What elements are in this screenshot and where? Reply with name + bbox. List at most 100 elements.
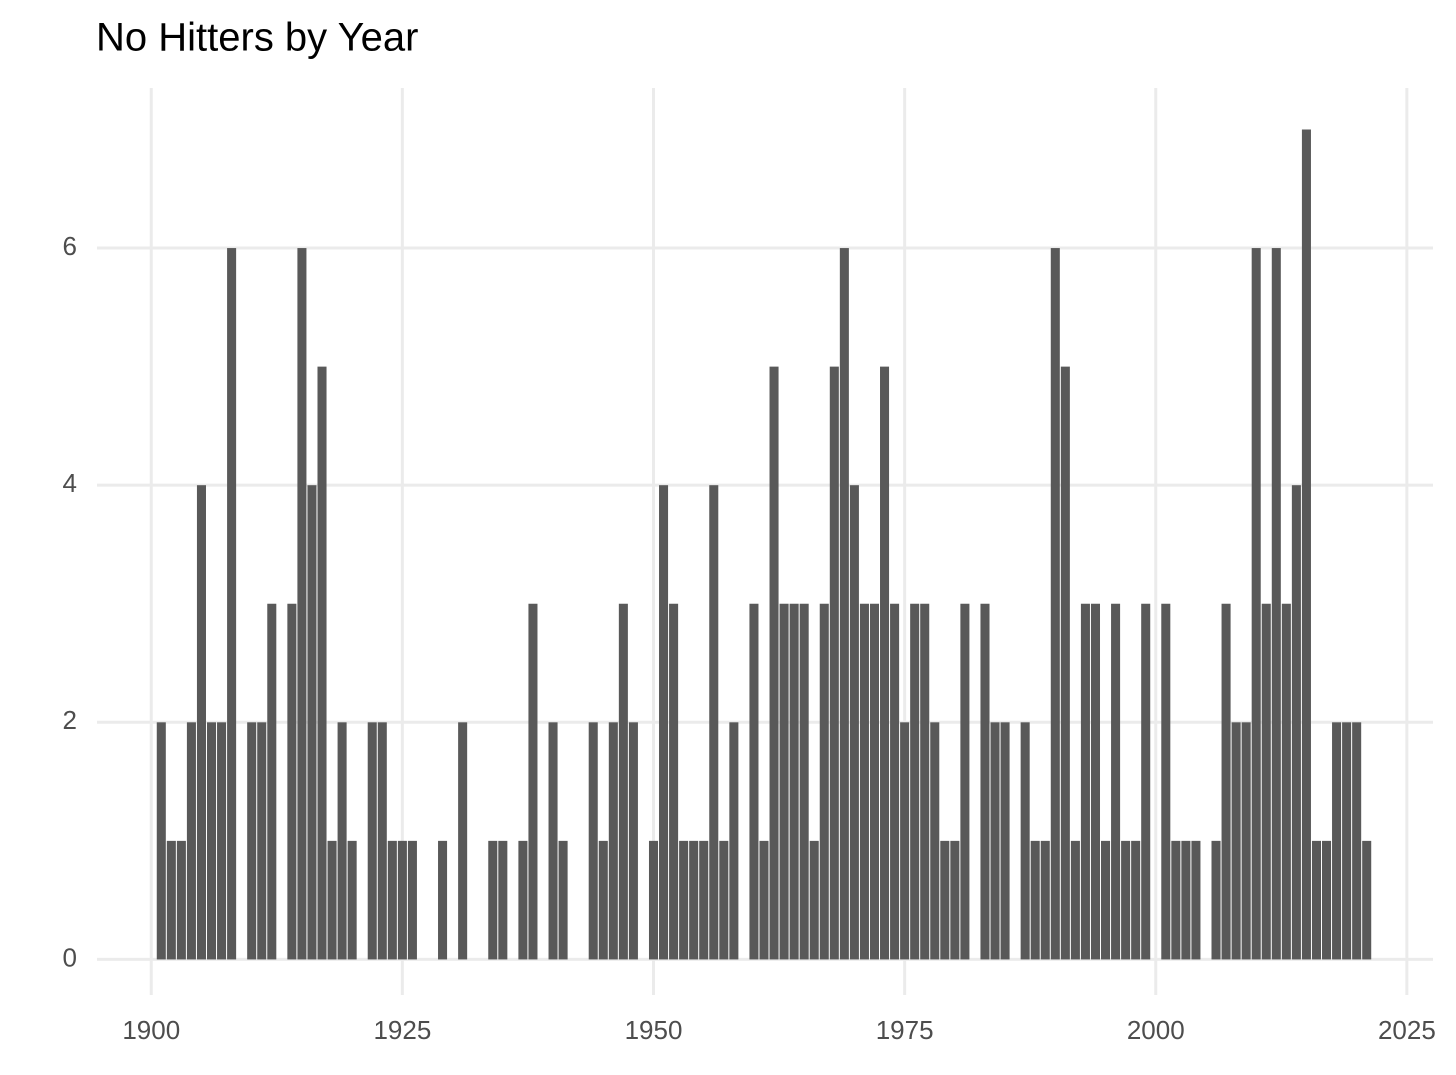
bar	[367, 722, 377, 960]
bar	[910, 603, 920, 960]
bar	[297, 248, 307, 960]
bar	[1362, 840, 1372, 960]
bar	[869, 603, 880, 960]
bar	[1050, 248, 1060, 960]
bar	[387, 840, 397, 960]
bar	[1251, 248, 1261, 960]
x-tick-label: 1975	[876, 1015, 934, 1045]
bar	[1171, 840, 1181, 960]
x-tick-label: 2025	[1378, 1015, 1436, 1045]
bar	[880, 366, 890, 960]
bar	[1261, 603, 1271, 960]
bar	[327, 840, 337, 960]
bar	[849, 485, 859, 960]
bar	[990, 722, 1000, 960]
bar	[488, 840, 498, 960]
bar	[669, 603, 679, 960]
bar	[257, 722, 267, 960]
bar	[186, 722, 196, 960]
x-tick-label: 1925	[373, 1015, 431, 1045]
bar	[347, 840, 357, 960]
bar	[789, 603, 799, 960]
bar	[397, 840, 407, 960]
bar	[1301, 129, 1311, 960]
bar	[1191, 840, 1201, 960]
chart-title: No Hitters by Year	[96, 16, 418, 60]
bar	[1342, 722, 1352, 960]
bar	[950, 840, 960, 960]
bar	[980, 603, 990, 960]
y-tick-label: 6	[63, 231, 77, 261]
bar	[1000, 722, 1010, 960]
bar	[1161, 603, 1171, 960]
bar	[588, 722, 598, 960]
bar	[1020, 722, 1030, 960]
bar	[689, 840, 699, 960]
bar	[719, 840, 729, 960]
bar	[1231, 722, 1241, 960]
bar	[1040, 840, 1050, 960]
bar	[1271, 248, 1281, 960]
bar	[940, 840, 950, 960]
x-tick-label: 2000	[1127, 1015, 1185, 1045]
x-tick-label: 1950	[625, 1015, 683, 1045]
bar	[679, 840, 689, 960]
bar	[819, 603, 829, 960]
bar	[518, 840, 528, 960]
bar	[206, 722, 217, 960]
bar	[900, 722, 910, 960]
bar	[1311, 840, 1321, 960]
bar	[608, 722, 618, 960]
bar	[1291, 485, 1301, 960]
bar	[829, 366, 839, 960]
bar	[699, 840, 709, 960]
bar	[217, 722, 227, 960]
x-tick-label: 1900	[122, 1015, 180, 1045]
bar	[809, 840, 819, 960]
bar	[839, 248, 849, 960]
bar	[1090, 603, 1101, 960]
bar	[1131, 840, 1141, 960]
bar	[759, 840, 769, 960]
bar	[307, 485, 317, 960]
bar	[558, 840, 568, 960]
bar	[267, 603, 277, 960]
bar	[528, 603, 538, 960]
bar	[337, 722, 347, 960]
bar	[1111, 603, 1121, 960]
bar	[648, 840, 659, 960]
bar	[769, 366, 779, 960]
bar	[729, 722, 739, 960]
bar	[1030, 840, 1040, 960]
y-tick-label: 4	[63, 468, 77, 498]
bar	[247, 722, 257, 960]
bar	[1060, 366, 1070, 960]
bar	[890, 603, 900, 960]
bar	[287, 603, 297, 960]
bar	[458, 722, 468, 960]
bar	[196, 485, 206, 960]
bar	[1211, 840, 1221, 960]
bar	[859, 603, 869, 960]
bar	[628, 722, 638, 960]
bar	[1332, 722, 1342, 960]
bar	[1322, 840, 1332, 960]
bar	[1141, 603, 1151, 960]
bar	[1241, 722, 1251, 960]
bar	[176, 840, 186, 960]
bar	[659, 485, 669, 960]
bar	[618, 603, 628, 960]
bar	[1121, 840, 1131, 960]
bar	[227, 248, 237, 960]
bar	[1281, 603, 1291, 960]
bar	[709, 485, 719, 960]
bar	[317, 366, 327, 960]
bar	[1181, 840, 1191, 960]
bar	[156, 722, 166, 960]
bar	[598, 840, 608, 960]
bar	[960, 603, 970, 960]
bar	[166, 840, 176, 960]
bar	[1352, 722, 1362, 960]
bar	[920, 603, 930, 960]
bar	[749, 603, 759, 960]
